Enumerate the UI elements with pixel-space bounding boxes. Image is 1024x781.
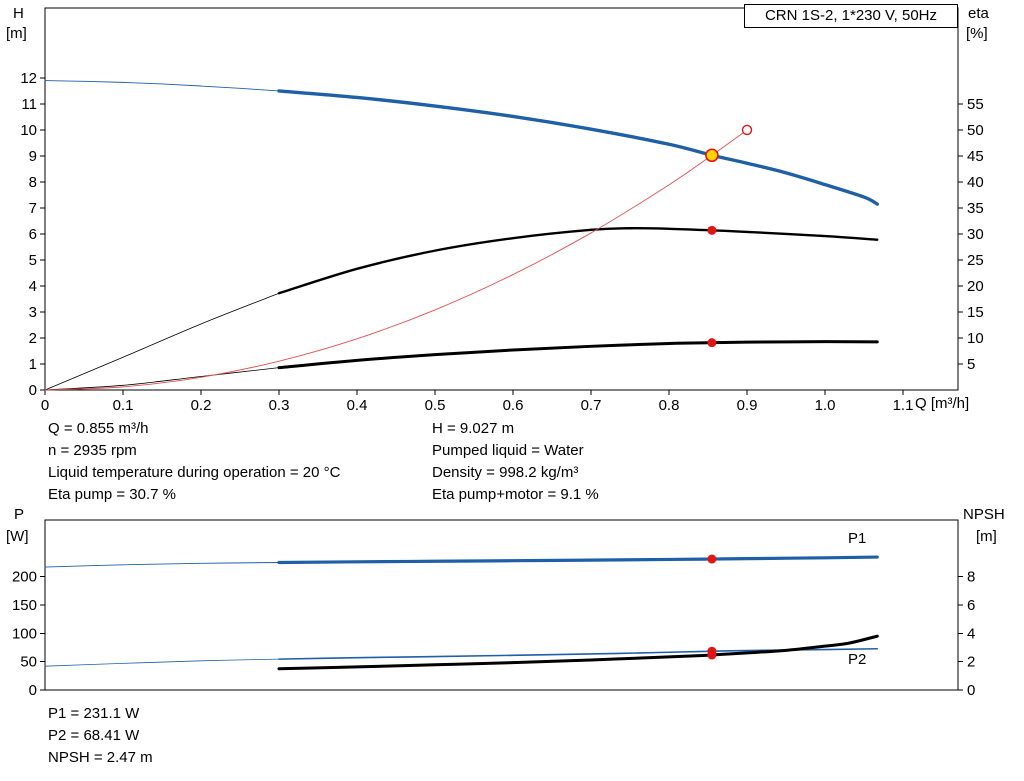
p-axis-title: P [14,506,25,523]
annotation-line: Liquid temperature during operation = 20… [48,464,341,481]
svg-text:35: 35 [967,200,984,217]
svg-text:0.1: 0.1 [113,397,134,414]
svg-text:0: 0 [29,382,37,399]
svg-text:2: 2 [29,330,37,347]
svg-text:8: 8 [29,174,37,191]
svg-text:45: 45 [967,148,984,165]
svg-text:40: 40 [967,174,984,191]
svg-text:50: 50 [20,654,37,671]
npsh-axis-title: NPSH [963,506,1005,523]
svg-text:7: 7 [29,200,37,217]
eta-pump-motor-curve [277,340,879,370]
svg-text:25: 25 [967,252,984,269]
npsh-point [707,650,717,660]
svg-text:2: 2 [967,654,975,671]
svg-text:12: 12 [20,70,37,87]
eta-pump-curve [277,227,879,295]
operating-data-bottom: P1 = 231.1 W P2 = 68.41 W NPSH = 2.47 m [48,703,153,769]
operating-data-right: H = 9.027 m Pumped liquid = Water Densit… [432,418,599,506]
svg-text:15: 15 [967,304,984,321]
curve-label-p1: P1 [848,530,866,547]
svg-text:0.5: 0.5 [425,397,446,414]
pump-curve [44,80,280,92]
eta-axis-title: eta [968,5,989,22]
svg-text:30: 30 [967,226,984,243]
h-axis-title: H [13,5,24,22]
svg-text:6: 6 [29,226,37,243]
svg-text:150: 150 [12,597,37,614]
requested-duty-point [741,124,753,136]
annotation-line: n = 2935 rpm [48,442,137,459]
annotation-line: P2 = 68.41 W [48,727,140,744]
curve-label-p2: P2 [848,651,866,668]
annotation-line: Pumped liquid = Water [432,442,584,459]
operating-point [705,148,719,163]
svg-text:5: 5 [967,356,975,373]
annotation-line: P1 = 231.1 W [48,705,140,722]
svg-text:1.1: 1.1 [893,397,914,414]
chart-title-box: CRN 1S-2, 1*230 V, 50Hz [744,4,958,28]
svg-text:4: 4 [29,278,37,295]
q-axis-title: Q [m³/h] [915,395,970,412]
svg-text:11: 11 [21,96,37,113]
svg-text:5: 5 [29,252,37,269]
annotation-line: Eta pump = 30.7 % [48,486,176,503]
svg-text:100: 100 [12,625,37,642]
svg-text:0.3: 0.3 [269,397,290,414]
eta-pump-curve [44,292,280,391]
p2-curve [44,658,280,667]
svg-text:0: 0 [967,682,975,699]
svg-text:4: 4 [967,625,975,642]
eta-axis-unit: [%] [966,25,988,42]
chart-title: CRN 1S-2, 1*230 V, 50Hz [764,7,938,24]
operating-data-left: Q = 0.855 m³/h n = 2935 rpm Liquid tempe… [48,418,340,506]
svg-text:0.4: 0.4 [347,397,368,414]
svg-text:10: 10 [20,122,37,139]
svg-text:0.9: 0.9 [737,397,758,414]
svg-text:55: 55 [967,96,984,113]
svg-text:0.7: 0.7 [581,397,602,414]
svg-text:20: 20 [967,278,984,295]
hq-eta-chart: 0 0.1 0.2 0.3 0.4 0.5 0.6 0.7 0.8 0.9 1.0 1.1012345… [20,7,984,414]
p-axis-unit: [W] [6,528,29,545]
svg-text:0.6: 0.6 [503,397,524,414]
annotation-line: H = 9.027 m [432,420,515,437]
eta-pump-motor-point [707,338,717,348]
svg-text:1.0: 1.0 [815,397,836,414]
eta-pump-motor-curve [44,367,280,391]
p1-curve [277,555,879,565]
eta-pump-point [707,225,717,235]
p1-point [707,554,717,564]
annotation-line: Density = 998.2 kg/m³ [432,464,579,481]
svg-text:8: 8 [967,569,975,586]
npsh-axis-unit: [m] [976,528,997,545]
h-axis-unit: [m] [6,25,27,42]
system-curve [44,129,748,391]
power-npsh-chart: 0 50 100 150 200 0 2 4 6 8 P1 P2 [12,519,975,699]
svg-text:0: 0 [41,397,49,414]
svg-text:200: 200 [12,569,37,586]
svg-text:50: 50 [967,122,984,139]
svg-text:10: 10 [967,330,984,347]
pump-curve [277,89,879,206]
svg-text:0.8: 0.8 [659,397,680,414]
svg-text:3: 3 [29,304,37,321]
annotation-line: Eta pump+motor = 9.1 % [432,486,599,503]
svg-text:0: 0 [29,682,37,699]
svg-text:0.2: 0.2 [191,397,212,414]
p1-curve [44,562,280,568]
annotation-line: Q = 0.855 m³/h [48,420,149,437]
svg-text:1: 1 [29,356,37,373]
svg-text:9: 9 [29,148,37,165]
annotation-line: NPSH = 2.47 m [48,749,153,766]
svg-text:6: 6 [967,597,975,614]
npsh-curve [277,634,879,671]
